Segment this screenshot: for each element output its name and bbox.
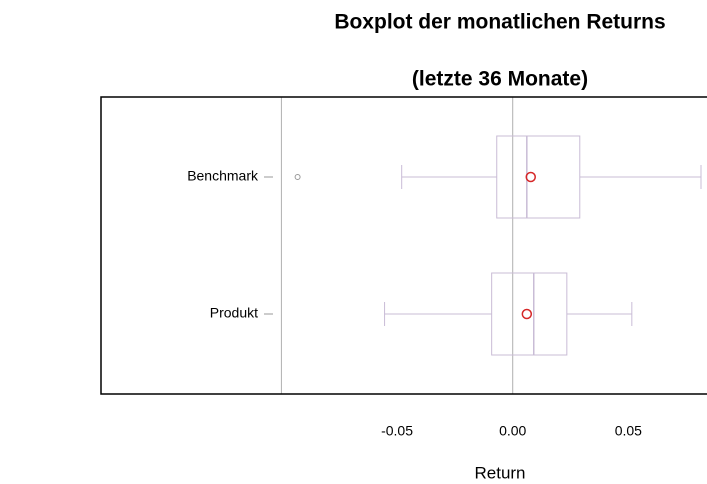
x-tick-label: -0.05 xyxy=(381,423,413,439)
box xyxy=(491,272,568,356)
chart-subtitle: (letzte 36 Monate) xyxy=(412,68,588,91)
x-axis-label: Return xyxy=(474,463,525,482)
mean xyxy=(521,308,533,320)
plot-frame xyxy=(100,96,707,395)
category-label: Produkt xyxy=(210,305,258,321)
x-tick-label: 0.00 xyxy=(499,423,526,439)
x-tick-label: 0.05 xyxy=(615,423,642,439)
outlier xyxy=(294,174,301,180)
category-label: Benchmark xyxy=(187,168,259,184)
box xyxy=(496,135,581,219)
chart-title: Boxplot der monatlichen Returns xyxy=(334,11,665,34)
mean xyxy=(525,171,537,183)
